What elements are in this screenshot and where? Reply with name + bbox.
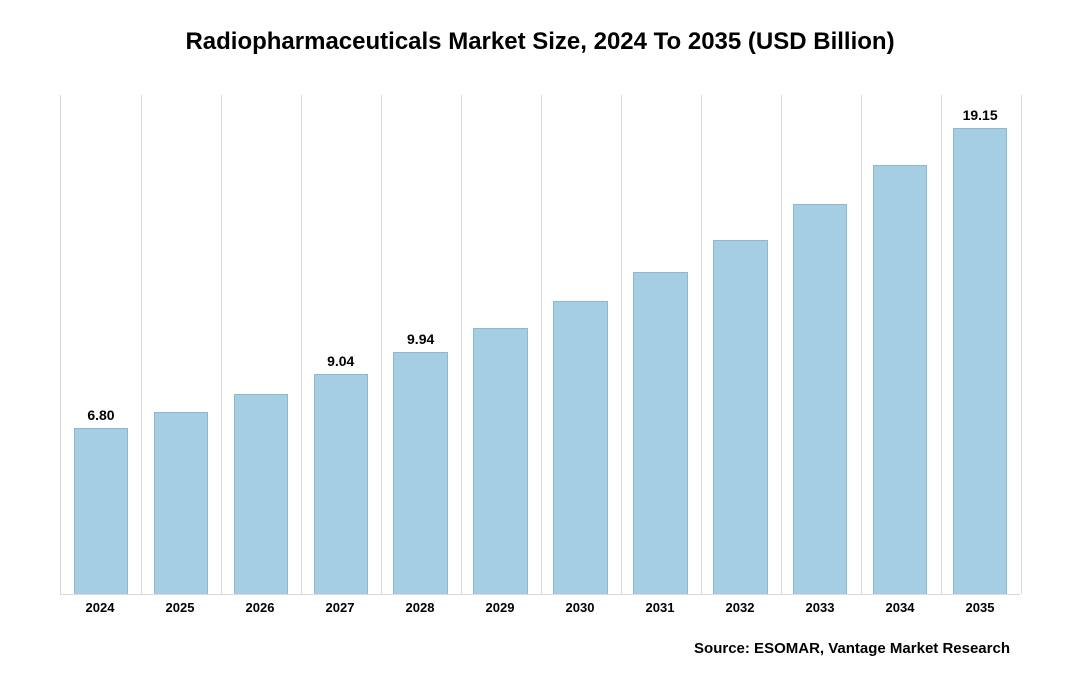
vertical-gridline	[701, 95, 702, 594]
bar-slot	[461, 95, 541, 594]
x-axis-category-label: 2034	[860, 600, 940, 615]
vertical-gridline	[541, 95, 542, 594]
bar-slot: 19.15	[940, 95, 1020, 594]
x-axis-category-label: 2030	[540, 600, 620, 615]
vertical-gridline	[301, 95, 302, 594]
x-axis-category-label: 2035	[940, 600, 1020, 615]
bar-value-label: 6.80	[87, 407, 114, 423]
vertical-gridline	[141, 95, 142, 594]
vertical-gridline	[461, 95, 462, 594]
x-axis-category-label: 2025	[140, 600, 220, 615]
vertical-gridline	[381, 95, 382, 594]
vertical-gridline	[621, 95, 622, 594]
chart-plot-area: 6.80 9.04 9.94 19.15	[60, 95, 1020, 595]
bar-slot	[860, 95, 940, 594]
x-axis-category-label: 2031	[620, 600, 700, 615]
bar: 9.04	[314, 374, 368, 594]
x-axis-category-label: 2027	[300, 600, 380, 615]
bar	[793, 204, 847, 594]
bar-slot	[221, 95, 301, 594]
bar-value-label: 9.04	[327, 353, 354, 369]
bar: 6.80	[74, 428, 128, 594]
bar	[553, 301, 607, 594]
bar-slot: 6.80	[61, 95, 141, 594]
bar-slot	[700, 95, 780, 594]
bar-slot	[141, 95, 221, 594]
bar-slot: 9.94	[381, 95, 461, 594]
bar: 19.15	[953, 128, 1007, 594]
x-axis-category-label: 2033	[780, 600, 860, 615]
bar-slot: 9.04	[301, 95, 381, 594]
bar	[473, 328, 527, 594]
bar-value-label: 19.15	[963, 107, 998, 123]
x-axis-category-label: 2029	[460, 600, 540, 615]
x-axis-labels: 2024202520262027202820292030203120322033…	[60, 600, 1020, 615]
x-axis-category-label: 2026	[220, 600, 300, 615]
x-axis-category-label: 2032	[700, 600, 780, 615]
bar	[234, 394, 288, 594]
vertical-gridline	[861, 95, 862, 594]
bar	[633, 272, 687, 594]
vertical-gridline	[941, 95, 942, 594]
bar	[154, 412, 208, 594]
bar: 9.94	[393, 352, 447, 594]
bar-slot	[780, 95, 860, 594]
bar-slot	[541, 95, 621, 594]
x-axis-category-label: 2024	[60, 600, 140, 615]
bar-value-label: 9.94	[407, 331, 434, 347]
source-attribution: Source: ESOMAR, Vantage Market Research	[694, 640, 1010, 657]
vertical-gridline	[781, 95, 782, 594]
bar	[713, 240, 767, 594]
vertical-gridline	[1021, 95, 1022, 594]
bar	[873, 165, 927, 594]
vertical-gridline	[221, 95, 222, 594]
chart-title: Radiopharmaceuticals Market Size, 2024 T…	[0, 0, 1080, 56]
x-axis-category-label: 2028	[380, 600, 460, 615]
bar-slot	[620, 95, 700, 594]
